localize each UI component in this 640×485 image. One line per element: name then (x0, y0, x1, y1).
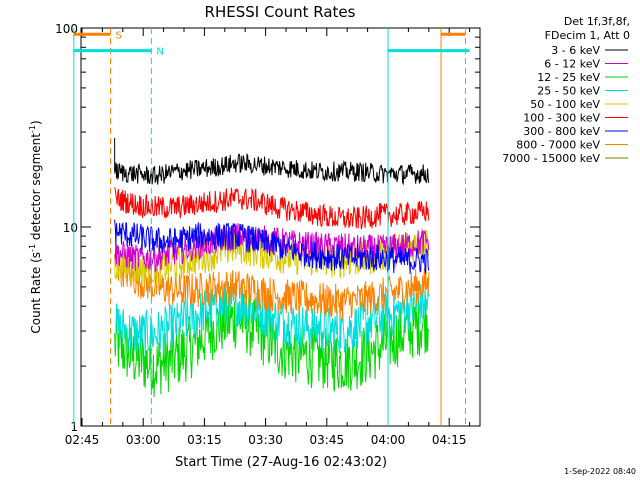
series-line (114, 153, 430, 186)
series-lines (114, 138, 430, 398)
legend-entry-label: 6 - 12 keV (544, 58, 600, 71)
attenuator-markers: SN (73, 28, 470, 426)
legend-entry-label: 800 - 7000 keV (516, 139, 600, 152)
attenuator-bar-label: S (116, 30, 122, 41)
x-tick-label: 04:00 (371, 433, 406, 447)
chart-title: RHESSI Count Rates (205, 3, 356, 21)
x-tick-label: 03:45 (310, 433, 345, 447)
y-axis-label: Count Rate (s-1 detector segment-1) (28, 120, 43, 333)
y-tick-label: 1 (70, 420, 78, 434)
legend-entry-label: 3 - 6 keV (551, 44, 600, 57)
x-tick-label: 03:00 (126, 433, 161, 447)
legend-entry-label: 100 - 300 keV (523, 112, 600, 125)
legend-header-line-2: FDecim 1, Att 0 (545, 29, 630, 42)
axis-ticks (81, 27, 480, 427)
legend-entry-label: 7000 - 15000 keV (502, 152, 600, 165)
legend-entry-label: 300 - 800 keV (523, 125, 600, 138)
legend-entry-label: 25 - 50 keV (537, 85, 600, 98)
legend-header-line-1: Det 1f,3f,8f, (564, 15, 630, 28)
y-tick-label: 10 (63, 221, 78, 235)
x-tick-label: 02:45 (65, 433, 100, 447)
series-line (114, 281, 430, 357)
footer-timestamp: 1-Sep-2022 08:40 (564, 467, 636, 476)
x-tick-label: 04:15 (432, 433, 467, 447)
legend-entry-label: 50 - 100 keV (530, 98, 600, 111)
series-line (114, 219, 430, 274)
series-line (114, 187, 430, 230)
x-tick-label: 03:30 (248, 433, 283, 447)
x-tick-labels: 02:45 03:00 03:15 03:30 03:45 04:00 04:15 (65, 433, 467, 447)
attenuator-bar-label: N (156, 47, 163, 58)
x-axis-label: Start Time (27-Aug-16 02:43:02) (175, 455, 387, 470)
legend-entry-label: 12 - 25 keV (537, 71, 600, 84)
x-tick-label: 03:15 (187, 433, 222, 447)
series-line (114, 253, 430, 320)
y-tick-label: 100 (55, 22, 78, 36)
